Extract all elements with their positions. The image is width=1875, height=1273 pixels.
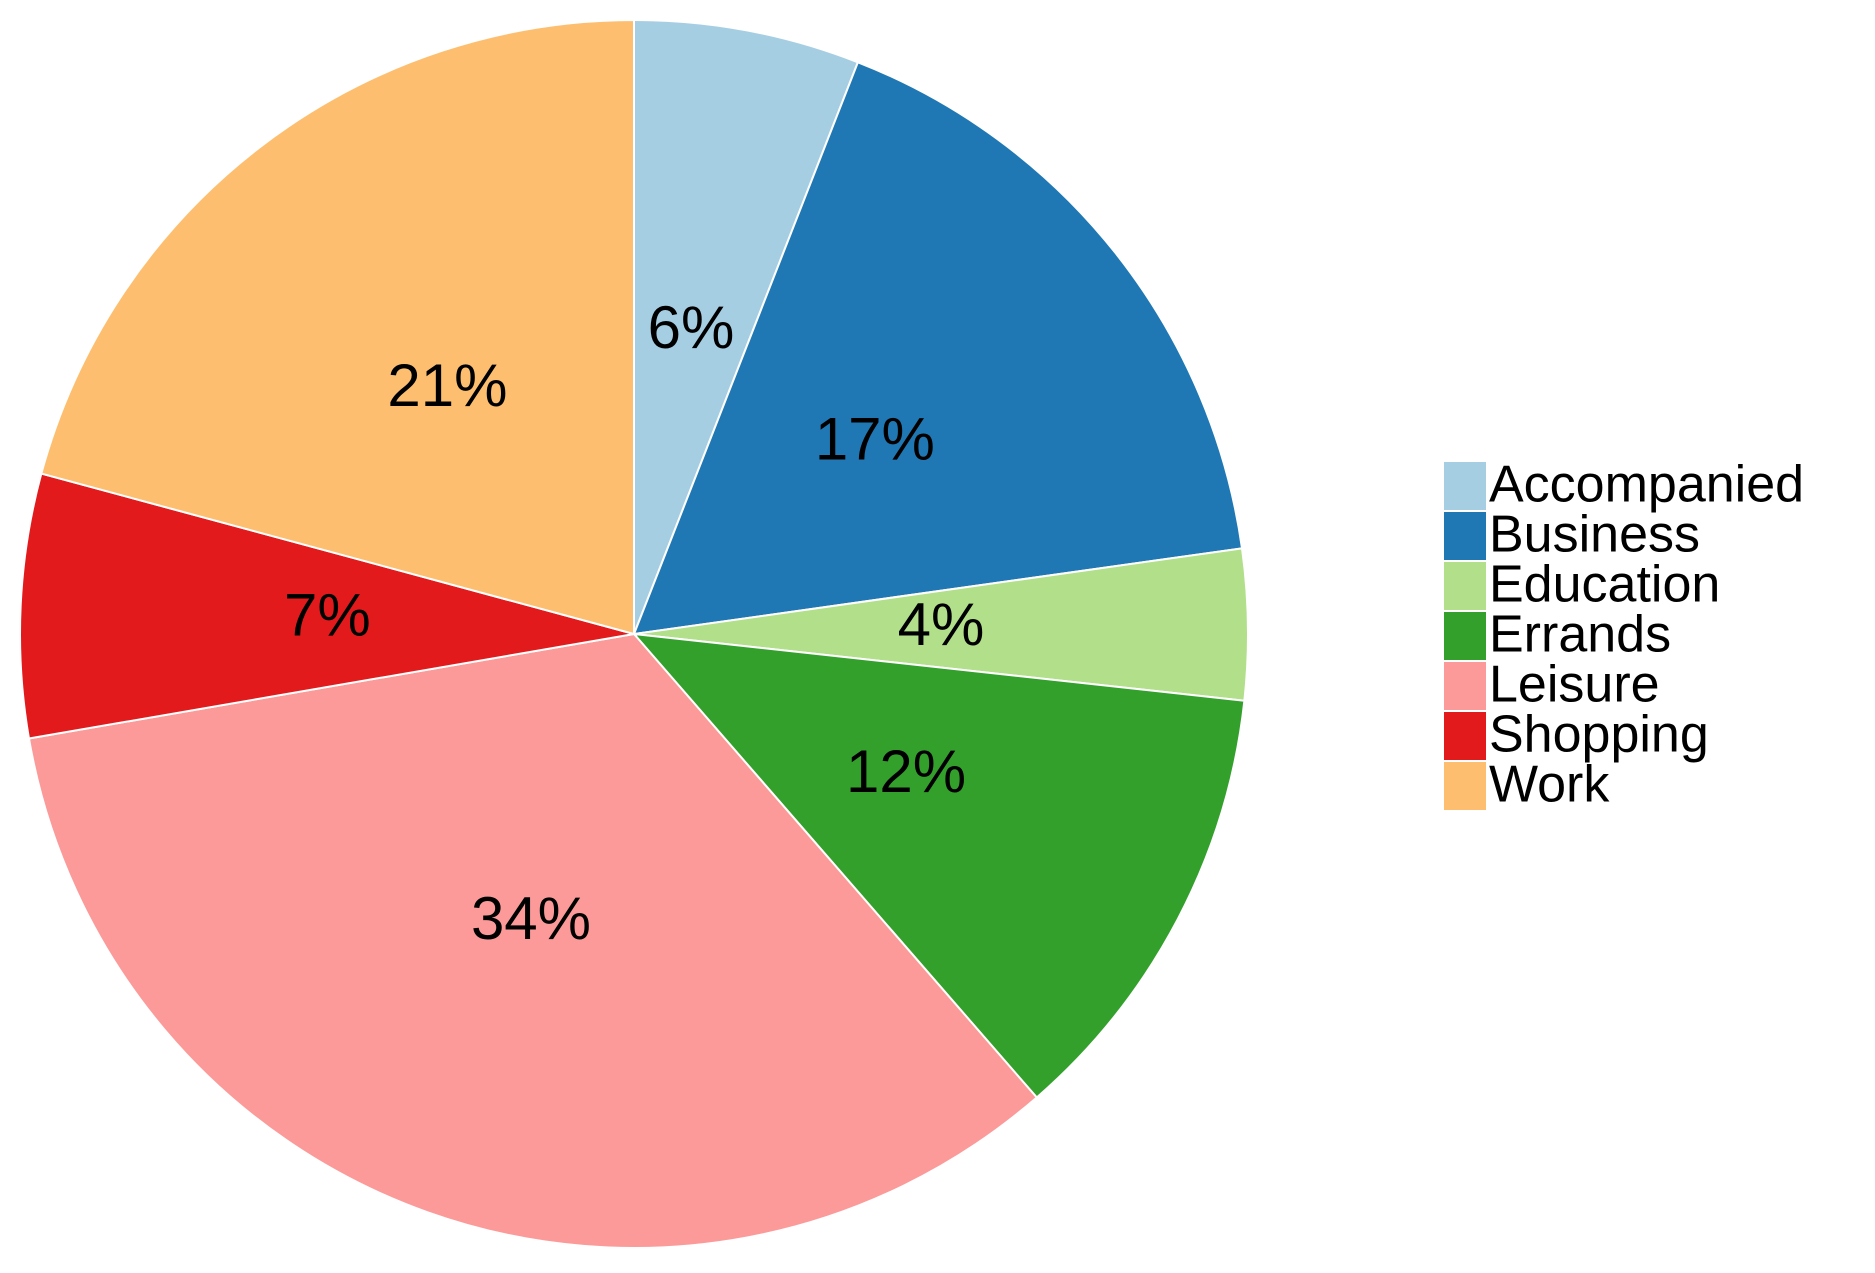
legend-swatch <box>1444 562 1486 610</box>
pie-slice <box>19 472 635 740</box>
pie-slice <box>633 18 860 635</box>
legend-swatch <box>1444 462 1486 510</box>
legend-label: Education <box>1489 556 1720 614</box>
slice-label: 6% <box>648 294 735 361</box>
pie-slice <box>631 632 1246 1099</box>
pie-slice <box>27 632 1039 1249</box>
slice-label: 12% <box>846 738 966 805</box>
legend-label: Shopping <box>1489 706 1709 764</box>
legend-label: Work <box>1489 756 1610 814</box>
slice-label: 34% <box>471 885 591 952</box>
legend-label: Leisure <box>1489 656 1660 714</box>
slice-label: 21% <box>387 352 507 419</box>
pie-slice <box>632 60 1244 636</box>
legend-label: Business <box>1489 506 1700 564</box>
legend-swatch <box>1444 712 1486 760</box>
slice-label: 4% <box>898 591 985 658</box>
legend-label: Accompanied <box>1489 456 1804 514</box>
legend-swatch <box>1444 612 1486 660</box>
legend-swatch <box>1444 662 1486 710</box>
legend-swatch <box>1444 762 1486 810</box>
pie-slice <box>40 18 635 636</box>
legend-label: Errands <box>1489 606 1671 664</box>
slice-label: 7% <box>284 582 371 649</box>
legend-swatch <box>1444 512 1486 560</box>
slice-label: 17% <box>815 406 935 473</box>
